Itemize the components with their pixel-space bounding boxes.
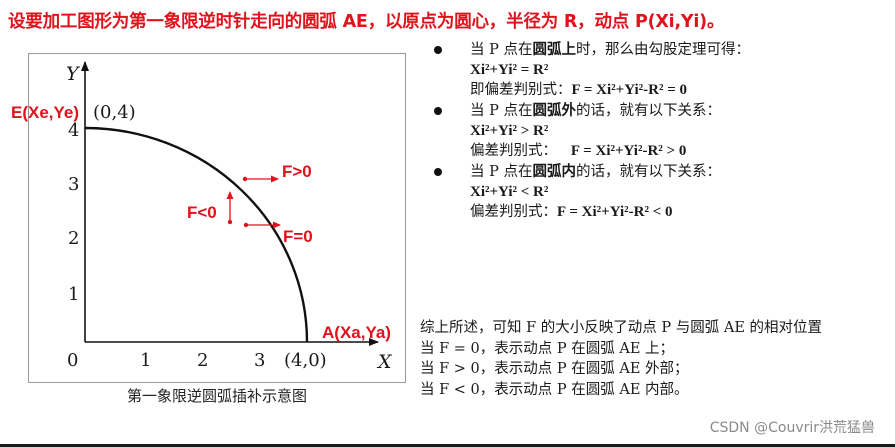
bullet-icon: [434, 168, 442, 176]
bottom-rule: [0, 444, 895, 447]
case-discriminant: 即偏差判别式：F = Xi²+Yi²-R² = 0: [470, 82, 688, 98]
summary-line: 当 F < 0，表示动点 P 在圆弧 AE 内部。: [420, 381, 689, 398]
summary-block: 综上所述，可知 F 的大小反映了动点 P 与圆弧 AE 的相对位置 当 F = …: [420, 318, 890, 400]
y-tick-label: 3: [68, 174, 79, 195]
summary-line: 综上所述，可知 F 的大小反映了动点 P 与圆弧 AE 的相对位置: [420, 320, 823, 336]
cases-panel: 当 P 点在圆弧上时，那么由勾股定理可得： Xi²+Yi² = R² 即偏差判别…: [432, 40, 872, 223]
case-discriminant: 偏差判别式：F = Xi²+Yi²-R² < 0: [470, 204, 673, 220]
case-relation: Xi²+Yi² < R²: [470, 184, 549, 200]
point-a-label: A(Xa,Ya): [322, 323, 391, 342]
x-tick-label: 1: [140, 350, 151, 371]
arc-ae: [84, 126, 309, 343]
origin-label: 0: [67, 350, 78, 371]
x-tick-label: 3: [254, 350, 265, 371]
y-tick-label: 4: [68, 120, 79, 141]
y-axis-label: Y: [66, 63, 81, 85]
x-axis-label: X: [376, 351, 393, 373]
case-outside-arc: 当 P 点在圆弧外的话，就有以下关系： Xi²+Yi² > R² 偏差判别式： …: [432, 101, 872, 161]
case-description: 当 P 点在圆弧上时，那么由勾股定理可得：: [470, 41, 750, 58]
bullet-icon: [434, 107, 442, 115]
case-description: 当 P 点在圆弧外的话，就有以下关系：: [470, 102, 721, 119]
page-title: 设要加工图形为第一象限逆时针走向的圆弧 AE，以原点为圆心，半径为 R，动点 P…: [8, 12, 725, 32]
label-f-equal: F=0: [283, 227, 313, 246]
case-on-arc: 当 P 点在圆弧上时，那么由勾股定理可得： Xi²+Yi² = R² 即偏差判别…: [432, 40, 872, 100]
point-a-coord: (4,0): [284, 350, 327, 371]
bullet-icon: [434, 46, 442, 54]
case-relation: Xi²+Yi² > R²: [470, 123, 549, 139]
case-inside-arc: 当 P 点在圆弧内的话，就有以下关系： Xi²+Yi² < R² 偏差判别式：F…: [432, 162, 872, 222]
watermark: CSDN @Couvrir洪荒猛兽: [709, 420, 875, 436]
diagram-caption: 第一象限逆圆弧插补示意图: [126, 387, 307, 405]
x-tick-label: 2: [197, 350, 208, 371]
summary-line: 当 F > 0，表示动点 P 在圆弧 AE 外部；: [420, 361, 689, 377]
label-f-less: F<0: [187, 203, 217, 222]
case-relation: Xi²+Yi² = R²: [470, 62, 549, 78]
point-e-label: E(Xe,Ye): [11, 103, 79, 122]
diagram-frame: [28, 53, 406, 383]
case-description: 当 P 点在圆弧内的话，就有以下关系：: [470, 163, 721, 180]
case-discriminant: 偏差判别式： F = Xi²+Yi²-R² > 0: [470, 143, 687, 159]
label-f-greater: F>0: [282, 162, 312, 181]
y-tick-label: 1: [68, 284, 79, 305]
y-tick-label: 2: [68, 228, 79, 249]
point-e-coord: (0,4): [93, 102, 136, 123]
summary-line: 当 F = 0，表示动点 P 在圆弧 AE 上；: [420, 340, 675, 357]
